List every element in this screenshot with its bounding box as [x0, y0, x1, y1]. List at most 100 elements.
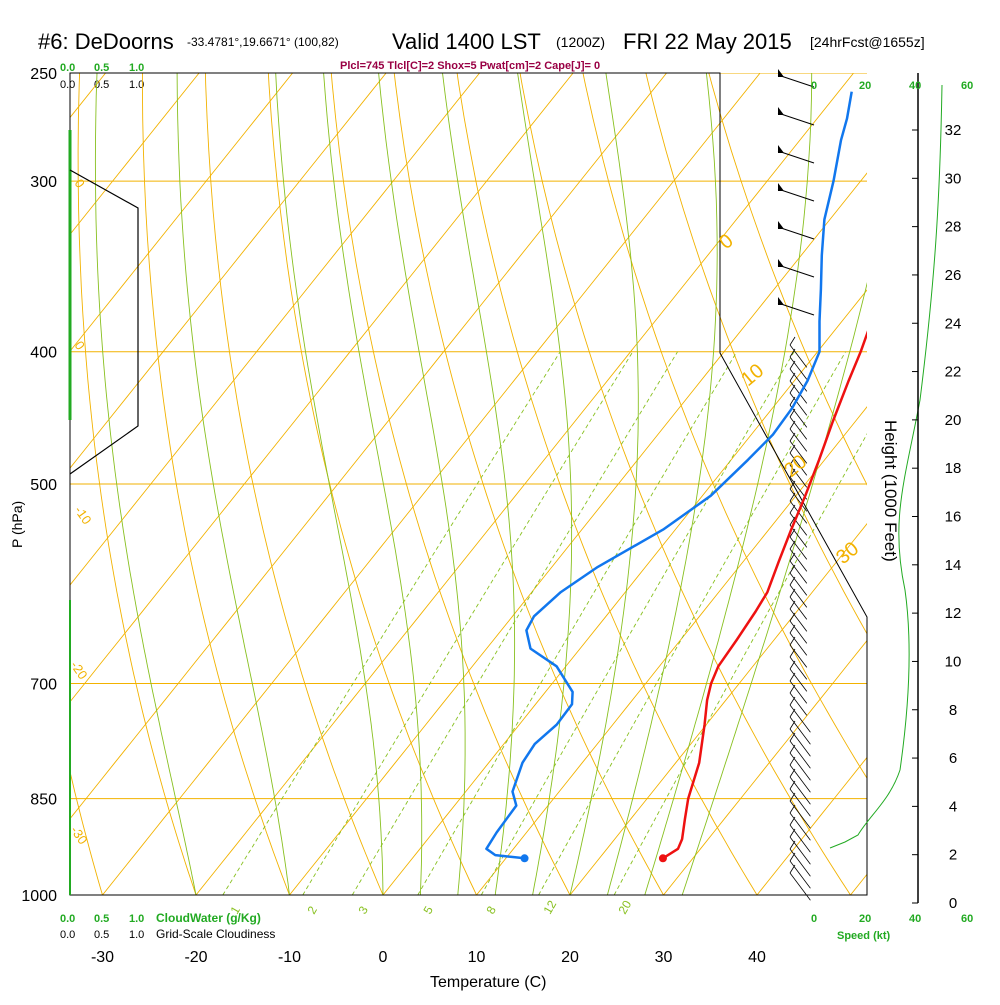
- height-tick-32: 32: [945, 122, 962, 139]
- wind-barb-feather: [790, 589, 795, 597]
- wind-barb-feather: [790, 745, 795, 753]
- theta-label: 20: [780, 451, 811, 482]
- height-tick-14: 14: [945, 557, 962, 574]
- height-tick-6: 6: [949, 750, 957, 767]
- background-lines: [0, 49, 1000, 924]
- height-tick-16: 16: [945, 509, 962, 526]
- temperature-tick-40: 40: [748, 949, 766, 966]
- speed-top-20: 20: [859, 80, 871, 92]
- wind-barb: [790, 597, 807, 619]
- height-tick-24: 24: [945, 315, 962, 332]
- height-tick-20: 20: [945, 412, 962, 429]
- wind-barb: [790, 585, 807, 607]
- forecast-run: [24hrFcst@1655z]: [810, 34, 925, 50]
- wind-barb: [790, 681, 807, 703]
- wind-barb-feather: [790, 709, 795, 717]
- speed-scale-bottom: 0 20 40 60 Speed (kt): [811, 913, 973, 942]
- cloud-scale-green-2: 1.0: [129, 62, 144, 74]
- temperature-axis-title: Temperature (C): [430, 974, 546, 991]
- wind-barb-feather: [790, 853, 795, 861]
- cloudiness-label: Grid-Scale Cloudiness: [156, 927, 275, 941]
- height-tick-8: 8: [949, 702, 957, 719]
- station-coords: -33.4781°,19.6671° (100,82): [187, 35, 339, 49]
- wind-barb-flag: [778, 107, 784, 115]
- wind-barb: [790, 561, 807, 583]
- wind-barb-flag: [778, 221, 784, 229]
- wind-barb: [790, 753, 810, 780]
- height-tick-4: 4: [949, 798, 957, 815]
- mixing-ratio-label: 3: [355, 903, 371, 916]
- speed-top-40: 40: [909, 80, 921, 92]
- speed-bottom-60: 60: [961, 913, 973, 925]
- wind-barb-feather: [790, 433, 795, 441]
- wind-barb: [790, 621, 807, 643]
- wind-barb-feather: [790, 793, 795, 801]
- wind-barb-feather: [790, 781, 795, 789]
- cloud-bottom-green-1: 0.5: [94, 913, 109, 925]
- speed-bottom-40: 40: [909, 913, 921, 925]
- wind-barb: [790, 717, 810, 744]
- height-axis-title: Height (1000 Feet): [881, 420, 900, 562]
- wind-barb: [790, 345, 807, 367]
- wind-barb: [790, 873, 810, 900]
- height-tick-26: 26: [945, 267, 962, 284]
- wind-barb: [790, 801, 810, 828]
- forecast-date: FRI 22 May 2015: [623, 29, 792, 54]
- wind-barb-feather: [790, 829, 795, 837]
- height-tick-2: 2: [949, 847, 957, 864]
- speed-top-60: 60: [961, 80, 973, 92]
- mixing-ratio-label: 8: [483, 903, 499, 916]
- mixing-ratio-label: 5: [420, 903, 436, 916]
- wind-barb-feather: [790, 373, 795, 381]
- wind-barb: [790, 645, 807, 667]
- height-tick-30: 30: [945, 170, 962, 187]
- cloudwater-label: CloudWater (g/Kg): [156, 911, 261, 925]
- wind-barb: [790, 693, 807, 715]
- wind-barb-feather: [790, 637, 795, 645]
- wind-barb-feather: [790, 385, 795, 393]
- isotherm-line: [0, 73, 12, 895]
- temperature-tick--30: -30: [91, 949, 114, 966]
- height-tick-10: 10: [945, 653, 962, 670]
- pressure-tick-250: 250: [30, 66, 57, 83]
- temperature-tick--10: -10: [278, 949, 301, 966]
- wind-barb-feather: [790, 757, 795, 765]
- cloud-bottom-green-0: 0.0: [60, 913, 75, 925]
- temperature-tick-10: 10: [468, 949, 486, 966]
- wind-barb: [790, 825, 810, 852]
- wind-barb-feather: [790, 361, 795, 369]
- surface-temperature-marker: [659, 854, 667, 862]
- dry-adiabat: [391, 49, 680, 924]
- wind-barb: [790, 633, 807, 655]
- height-tick-28: 28: [945, 219, 962, 236]
- theta-label: 10: [737, 360, 768, 391]
- wind-barb-feather: [790, 865, 795, 873]
- wind-barb: [790, 429, 807, 451]
- sounding-indices: Plcl=745 Tlcl[C]=2 Shox=5 Pwat[cm]=2 Cap…: [340, 60, 600, 72]
- temperature-tick-0: 0: [379, 949, 388, 966]
- wind-barb-feather: [790, 697, 795, 705]
- isotherm-label: -30: [68, 823, 91, 847]
- station-title: #6: DeDoorns: [38, 29, 174, 54]
- mixing-ratio-label: 20: [615, 898, 634, 917]
- cloud-bottom-black-2: 1.0: [129, 929, 144, 941]
- wind-barb-flag: [778, 259, 784, 267]
- cloud-bottom-black-0: 0.0: [60, 929, 75, 941]
- cloud-scale-top: 0.0 0.5 1.0 0.0 0.5 1.0: [60, 62, 144, 91]
- wind-barb-feather: [790, 625, 795, 633]
- valid-time: Valid 1400 LST: [392, 29, 541, 54]
- wind-barb-feather: [790, 769, 795, 777]
- height-tick-12: 12: [945, 605, 962, 622]
- cloud-scale-bottom: 0.0 0.5 1.0 CloudWater (g/Kg) 0.0 0.5 1.…: [60, 911, 275, 941]
- temperature-tick-30: 30: [655, 949, 673, 966]
- cloud-scale-green-1: 0.5: [94, 62, 109, 74]
- pressure-tick-1000: 1000: [21, 888, 57, 905]
- pressure-tick-700: 700: [30, 677, 57, 694]
- wind-barb-feather: [790, 349, 795, 357]
- wind-barb: [790, 741, 810, 768]
- wind-barb-feather: [790, 601, 795, 609]
